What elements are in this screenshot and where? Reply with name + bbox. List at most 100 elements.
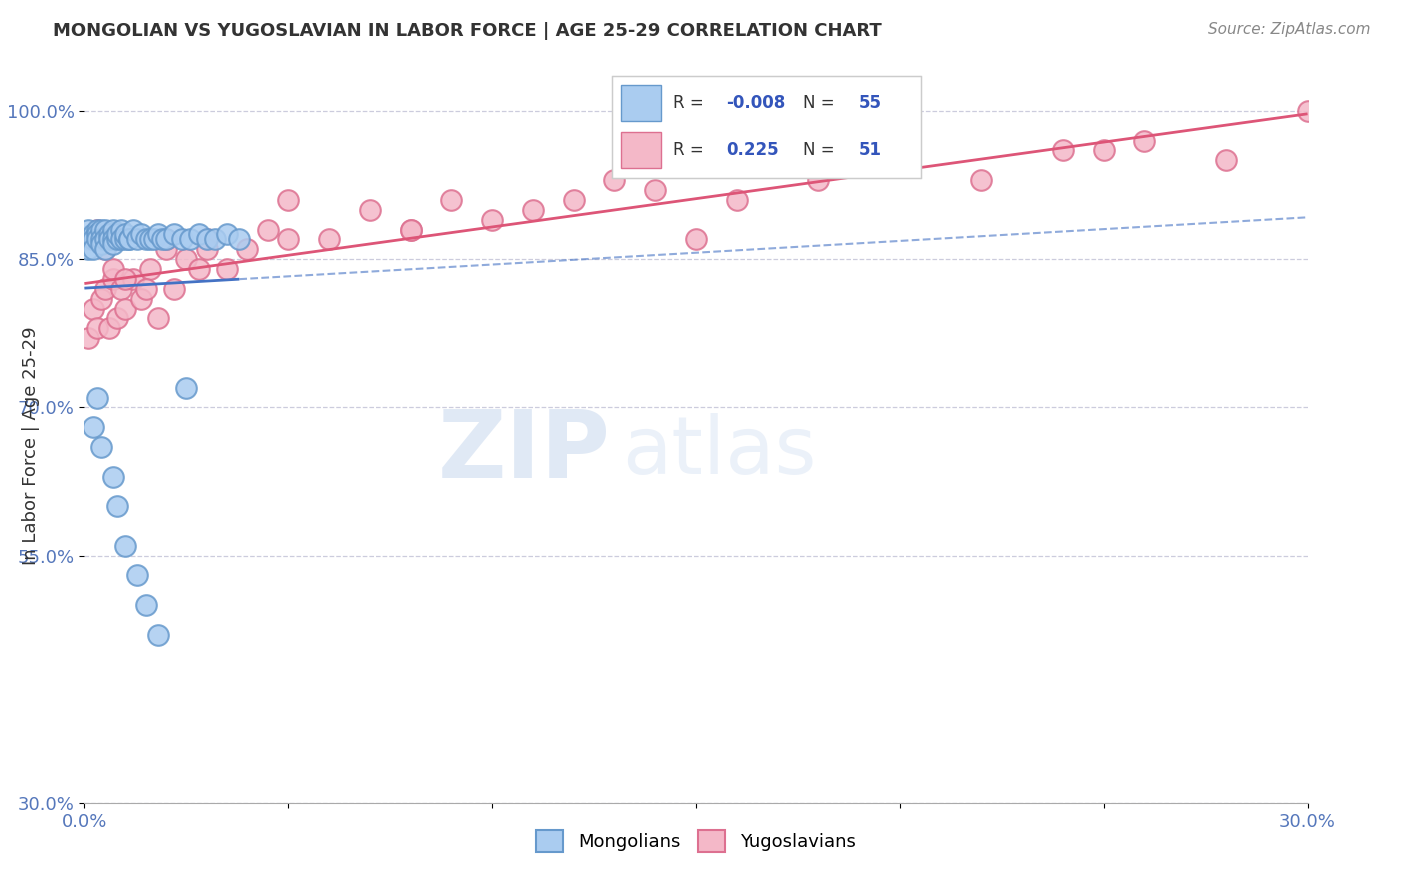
Point	[82, 227, 104, 242]
Point	[110, 282, 132, 296]
Point	[90, 440, 112, 454]
Point	[86, 227, 108, 242]
Point	[807, 173, 830, 187]
Point	[277, 232, 299, 246]
Point	[1092, 144, 1115, 158]
Point	[440, 193, 463, 207]
Text: MONGOLIAN VS YUGOSLAVIAN IN LABOR FORCE | AGE 25-29 CORRELATION CHART: MONGOLIAN VS YUGOSLAVIAN IN LABOR FORCE …	[53, 22, 882, 40]
Point	[138, 262, 160, 277]
Point	[970, 173, 993, 187]
Point	[155, 232, 177, 246]
Point	[135, 598, 157, 612]
Point	[90, 232, 112, 246]
Point	[86, 222, 108, 236]
Point	[86, 222, 108, 236]
Text: In Labor Force | Age 25-29: In Labor Force | Age 25-29	[22, 326, 39, 566]
Point	[93, 282, 115, 296]
Bar	[621, 132, 661, 168]
Text: -0.008: -0.008	[725, 94, 786, 112]
Point	[603, 173, 626, 187]
Point	[195, 242, 218, 256]
Point	[187, 227, 209, 242]
Point	[131, 227, 153, 242]
Point	[77, 222, 100, 236]
Point	[97, 232, 120, 246]
Point	[228, 232, 250, 246]
Point	[195, 232, 218, 246]
Point	[82, 301, 104, 316]
Point	[93, 242, 115, 256]
Point	[155, 242, 177, 256]
Point	[86, 232, 108, 246]
Point	[127, 232, 149, 246]
Point	[114, 232, 136, 246]
Point	[101, 237, 124, 252]
Point	[1133, 134, 1156, 148]
Point	[359, 202, 381, 217]
Point	[101, 262, 124, 277]
Point	[146, 227, 169, 242]
Point	[146, 311, 169, 326]
Point	[90, 292, 112, 306]
Point	[86, 321, 108, 335]
Point	[110, 232, 132, 246]
Point	[644, 183, 666, 197]
Point	[163, 227, 186, 242]
Text: R =: R =	[673, 94, 704, 112]
Bar	[621, 85, 661, 121]
Text: R =: R =	[673, 141, 704, 159]
Point	[114, 272, 136, 286]
Point	[122, 222, 145, 236]
Point	[101, 272, 124, 286]
Text: ZIP: ZIP	[437, 406, 610, 498]
Point	[114, 227, 136, 242]
Point	[481, 212, 503, 227]
Point	[399, 222, 422, 236]
Point	[127, 568, 149, 582]
Point	[172, 232, 194, 246]
Point	[1296, 103, 1319, 118]
Text: 55: 55	[859, 94, 882, 112]
Text: N =: N =	[803, 141, 835, 159]
Point	[82, 242, 104, 256]
Point	[1215, 153, 1237, 168]
Point	[1052, 144, 1074, 158]
Point	[174, 381, 197, 395]
Point	[135, 232, 157, 246]
Text: atlas: atlas	[623, 413, 817, 491]
Point	[399, 222, 422, 236]
Point	[82, 420, 104, 434]
Point	[889, 153, 911, 168]
Point	[105, 227, 128, 242]
Point	[142, 232, 165, 246]
Text: Source: ZipAtlas.com: Source: ZipAtlas.com	[1208, 22, 1371, 37]
Point	[118, 232, 141, 246]
Text: N =: N =	[803, 94, 835, 112]
Point	[101, 232, 124, 246]
Point	[82, 232, 104, 246]
Text: 0.225: 0.225	[725, 141, 779, 159]
Point	[174, 252, 197, 267]
Point	[257, 222, 280, 236]
Point	[97, 227, 120, 242]
Point	[93, 242, 115, 256]
Point	[146, 628, 169, 642]
Point	[277, 193, 299, 207]
Point	[179, 232, 201, 246]
Point	[217, 262, 239, 277]
Point	[90, 222, 112, 236]
Point	[93, 232, 115, 246]
Point	[195, 232, 218, 246]
Point	[114, 539, 136, 553]
Point	[105, 232, 128, 246]
Text: 51: 51	[859, 141, 882, 159]
Point	[118, 232, 141, 246]
Point	[105, 311, 128, 326]
Point	[93, 222, 115, 236]
Legend: Mongolians, Yugoslavians: Mongolians, Yugoslavians	[529, 823, 863, 860]
Point	[562, 193, 585, 207]
Point	[110, 222, 132, 236]
Point	[522, 202, 544, 217]
Point	[138, 232, 160, 246]
Point	[90, 237, 112, 252]
